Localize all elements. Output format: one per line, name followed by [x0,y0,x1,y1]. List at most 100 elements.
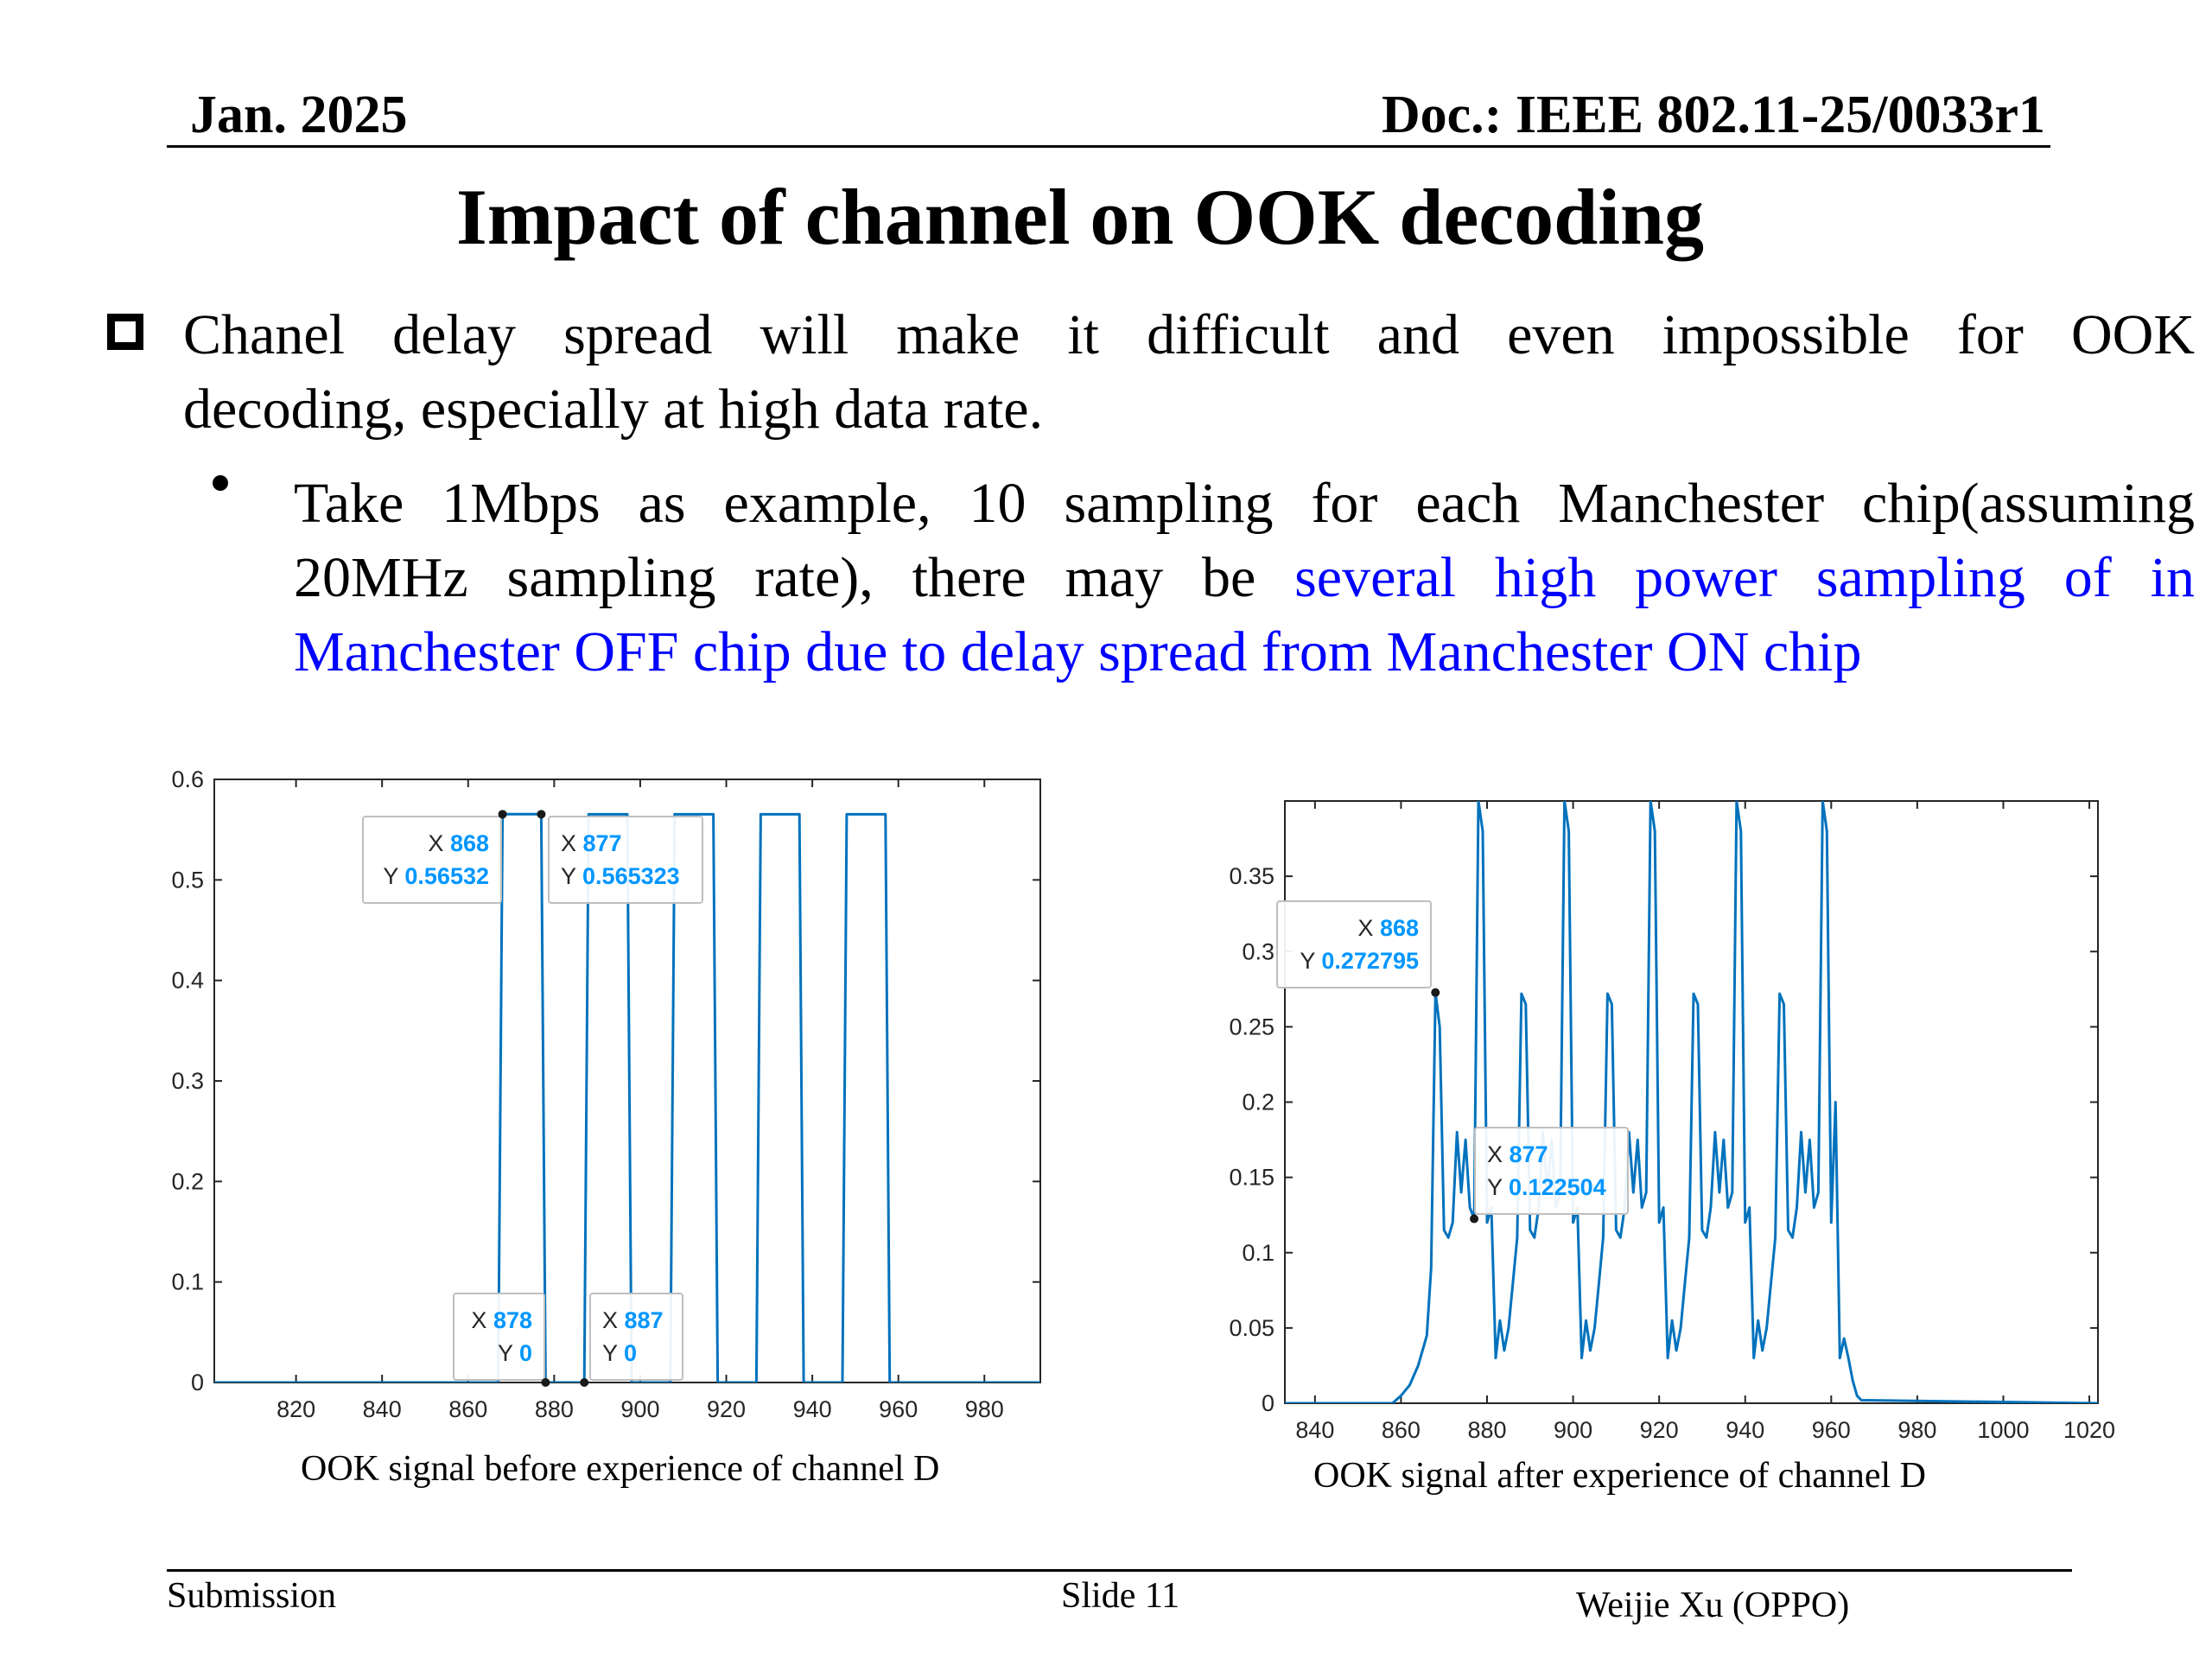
datatip-value: 0.56532 [404,863,489,889]
square-bullet-icon [107,314,143,350]
x-tick-label: 1000 [1977,1417,2029,1443]
datatip-value: 0.565323 [582,863,680,889]
y-tick-label: 0.3 [1242,938,1274,964]
bullet-2-line-2: 20MHz sampling rate), there may be sever… [294,541,2195,615]
datatip-value: 0 [519,1340,532,1366]
x-tick-label: 900 [1554,1417,1592,1443]
footer-author: Weijie Xu (OPPO) [1576,1586,1850,1625]
datatip-axis-label: Y [561,863,582,889]
datatip-value: 868 [1380,915,1419,941]
header-date: Jan. 2025 [190,86,408,144]
datatip-box [548,816,703,904]
chart-1: 820 840 860 880 900 920 940 960 980 0 0.1 0.2 0.3 0.4… [171,766,1041,1422]
datatip-row: X 878 [471,1307,532,1333]
datatip-axis-label: X [1357,915,1380,941]
datatip-axis-label: X [602,1307,625,1333]
datatip-row: Y 0 [602,1340,637,1366]
y-tick-label: 0.4 [171,968,204,994]
x-tick-label: 860 [1382,1417,1421,1443]
datatip-value: 0.272795 [1321,948,1419,974]
y-tick-label: 0.15 [1229,1165,1274,1191]
datatip-row: X 887 [602,1307,664,1333]
datatip-box [1276,900,1432,988]
x-tick-label: 940 [793,1396,832,1422]
chart-2: 840 860 880 900 920 940 960 980 1000 1020 0 0.05 0.1… [1229,800,2115,1443]
y-tick-label: 0.05 [1229,1315,1274,1341]
round-bullet-icon [213,475,228,491]
slide-title: Impact of channel on OOK decoding [455,173,1704,261]
datatip: X 877 Y 0.122504 [1470,1127,1629,1224]
chart-2-series-line [1285,801,2098,1403]
datatip: X 868 Y 0.56532 [362,810,507,904]
datatip-value: 877 [1510,1141,1548,1167]
datatip-marker [537,810,546,819]
datatip-box [589,1293,683,1381]
y-tick-label: 0.6 [171,766,204,792]
datatip-axis-label: Y [602,1340,624,1366]
datatip-axis-label: X [1487,1141,1510,1167]
datatip-box [453,1293,545,1381]
y-tick-label: 0.1 [1242,1240,1274,1266]
datatip-box [1474,1127,1629,1215]
datatip-axis-label: X [428,830,450,856]
datatip-marker [541,1378,550,1387]
datatip-box [362,816,502,904]
footer-slide-number: Slide 11 [1061,1576,1180,1616]
y-tick-label: 0.3 [171,1068,204,1094]
datatip-value: 868 [450,830,489,856]
datatip-row: Y 0.56532 [383,863,489,889]
y-tick-label: 0.35 [1229,863,1274,889]
datatip-row: Y 0.122504 [1487,1174,1606,1200]
x-tick-label: 940 [1726,1417,1764,1443]
datatip-row: X 868 [428,830,489,856]
datatip: X 878 Y 0 [453,1293,550,1387]
bullet-2-line-2-black: 20MHz sampling rate), there may be [294,546,1295,609]
y-tick-label: 0.2 [1242,1090,1274,1116]
datatip: X 877 Y 0.565323 [537,810,703,904]
x-tick-label: 980 [965,1396,1004,1422]
y-tick-label: 0.25 [1229,1014,1274,1039]
datatip-axis-label: Y [498,1340,519,1366]
y-tick-label: 0.2 [171,1168,204,1194]
header-rule [167,145,2050,148]
datatip-row: Y 0.272795 [1300,948,1419,974]
datatip-value: 877 [583,830,622,856]
y-tick-label: 0.5 [171,867,204,893]
x-tick-label: 960 [879,1396,918,1422]
x-tick-label: 880 [1467,1417,1506,1443]
datatip-marker [498,810,507,819]
x-tick-label: 980 [1897,1417,1936,1443]
datatip-value: 887 [625,1307,664,1333]
datatip-row: X 868 [1357,915,1419,941]
x-tick-label: 840 [1295,1417,1334,1443]
datatip-marker [580,1378,589,1387]
x-tick-label: 880 [535,1396,574,1422]
datatip: X 887 Y 0 [580,1293,683,1387]
x-tick-label: 920 [1640,1417,1679,1443]
y-tick-label: 0 [1262,1390,1274,1416]
footer-rule [167,1569,2072,1572]
datatip-row: Y 0 [498,1340,532,1366]
datatip-row: X 877 [561,830,622,856]
datatip-axis-label: Y [1487,1174,1509,1200]
datatip-marker [1431,988,1440,997]
y-tick-label: 0 [191,1370,204,1395]
x-tick-label: 920 [707,1396,746,1422]
header-doc-id: Doc.: IEEE 802.11-25/0033r1 [1381,86,2045,144]
datatip-row: Y 0.565323 [561,863,680,889]
datatip-marker [1470,1214,1479,1224]
datatip-axis-label: X [471,1307,493,1333]
datatip: X 868 Y 0.272795 [1276,900,1440,997]
chart-2-caption: OOK signal after experience of channel D [1313,1456,1927,1496]
x-tick-label: 900 [620,1396,659,1422]
bullet-point-1: Chanel delay spread will make it difficu… [183,298,2195,447]
bullet-1-line-2: decoding, especially at high data rate. [183,378,1044,441]
bullet-2-line-3: Manchester OFF chip due to delay spread … [294,620,1862,683]
bullet-point-2: Take 1Mbps as example, 10 sampling for e… [294,467,2195,690]
bullet-2-line-2-blue: several high power sampling of in [1294,546,2195,609]
y-tick-label: 0.1 [171,1269,204,1295]
datatip-axis-label: Y [1300,948,1321,974]
x-tick-label: 840 [363,1396,402,1422]
datatip-row: X 877 [1487,1141,1548,1167]
